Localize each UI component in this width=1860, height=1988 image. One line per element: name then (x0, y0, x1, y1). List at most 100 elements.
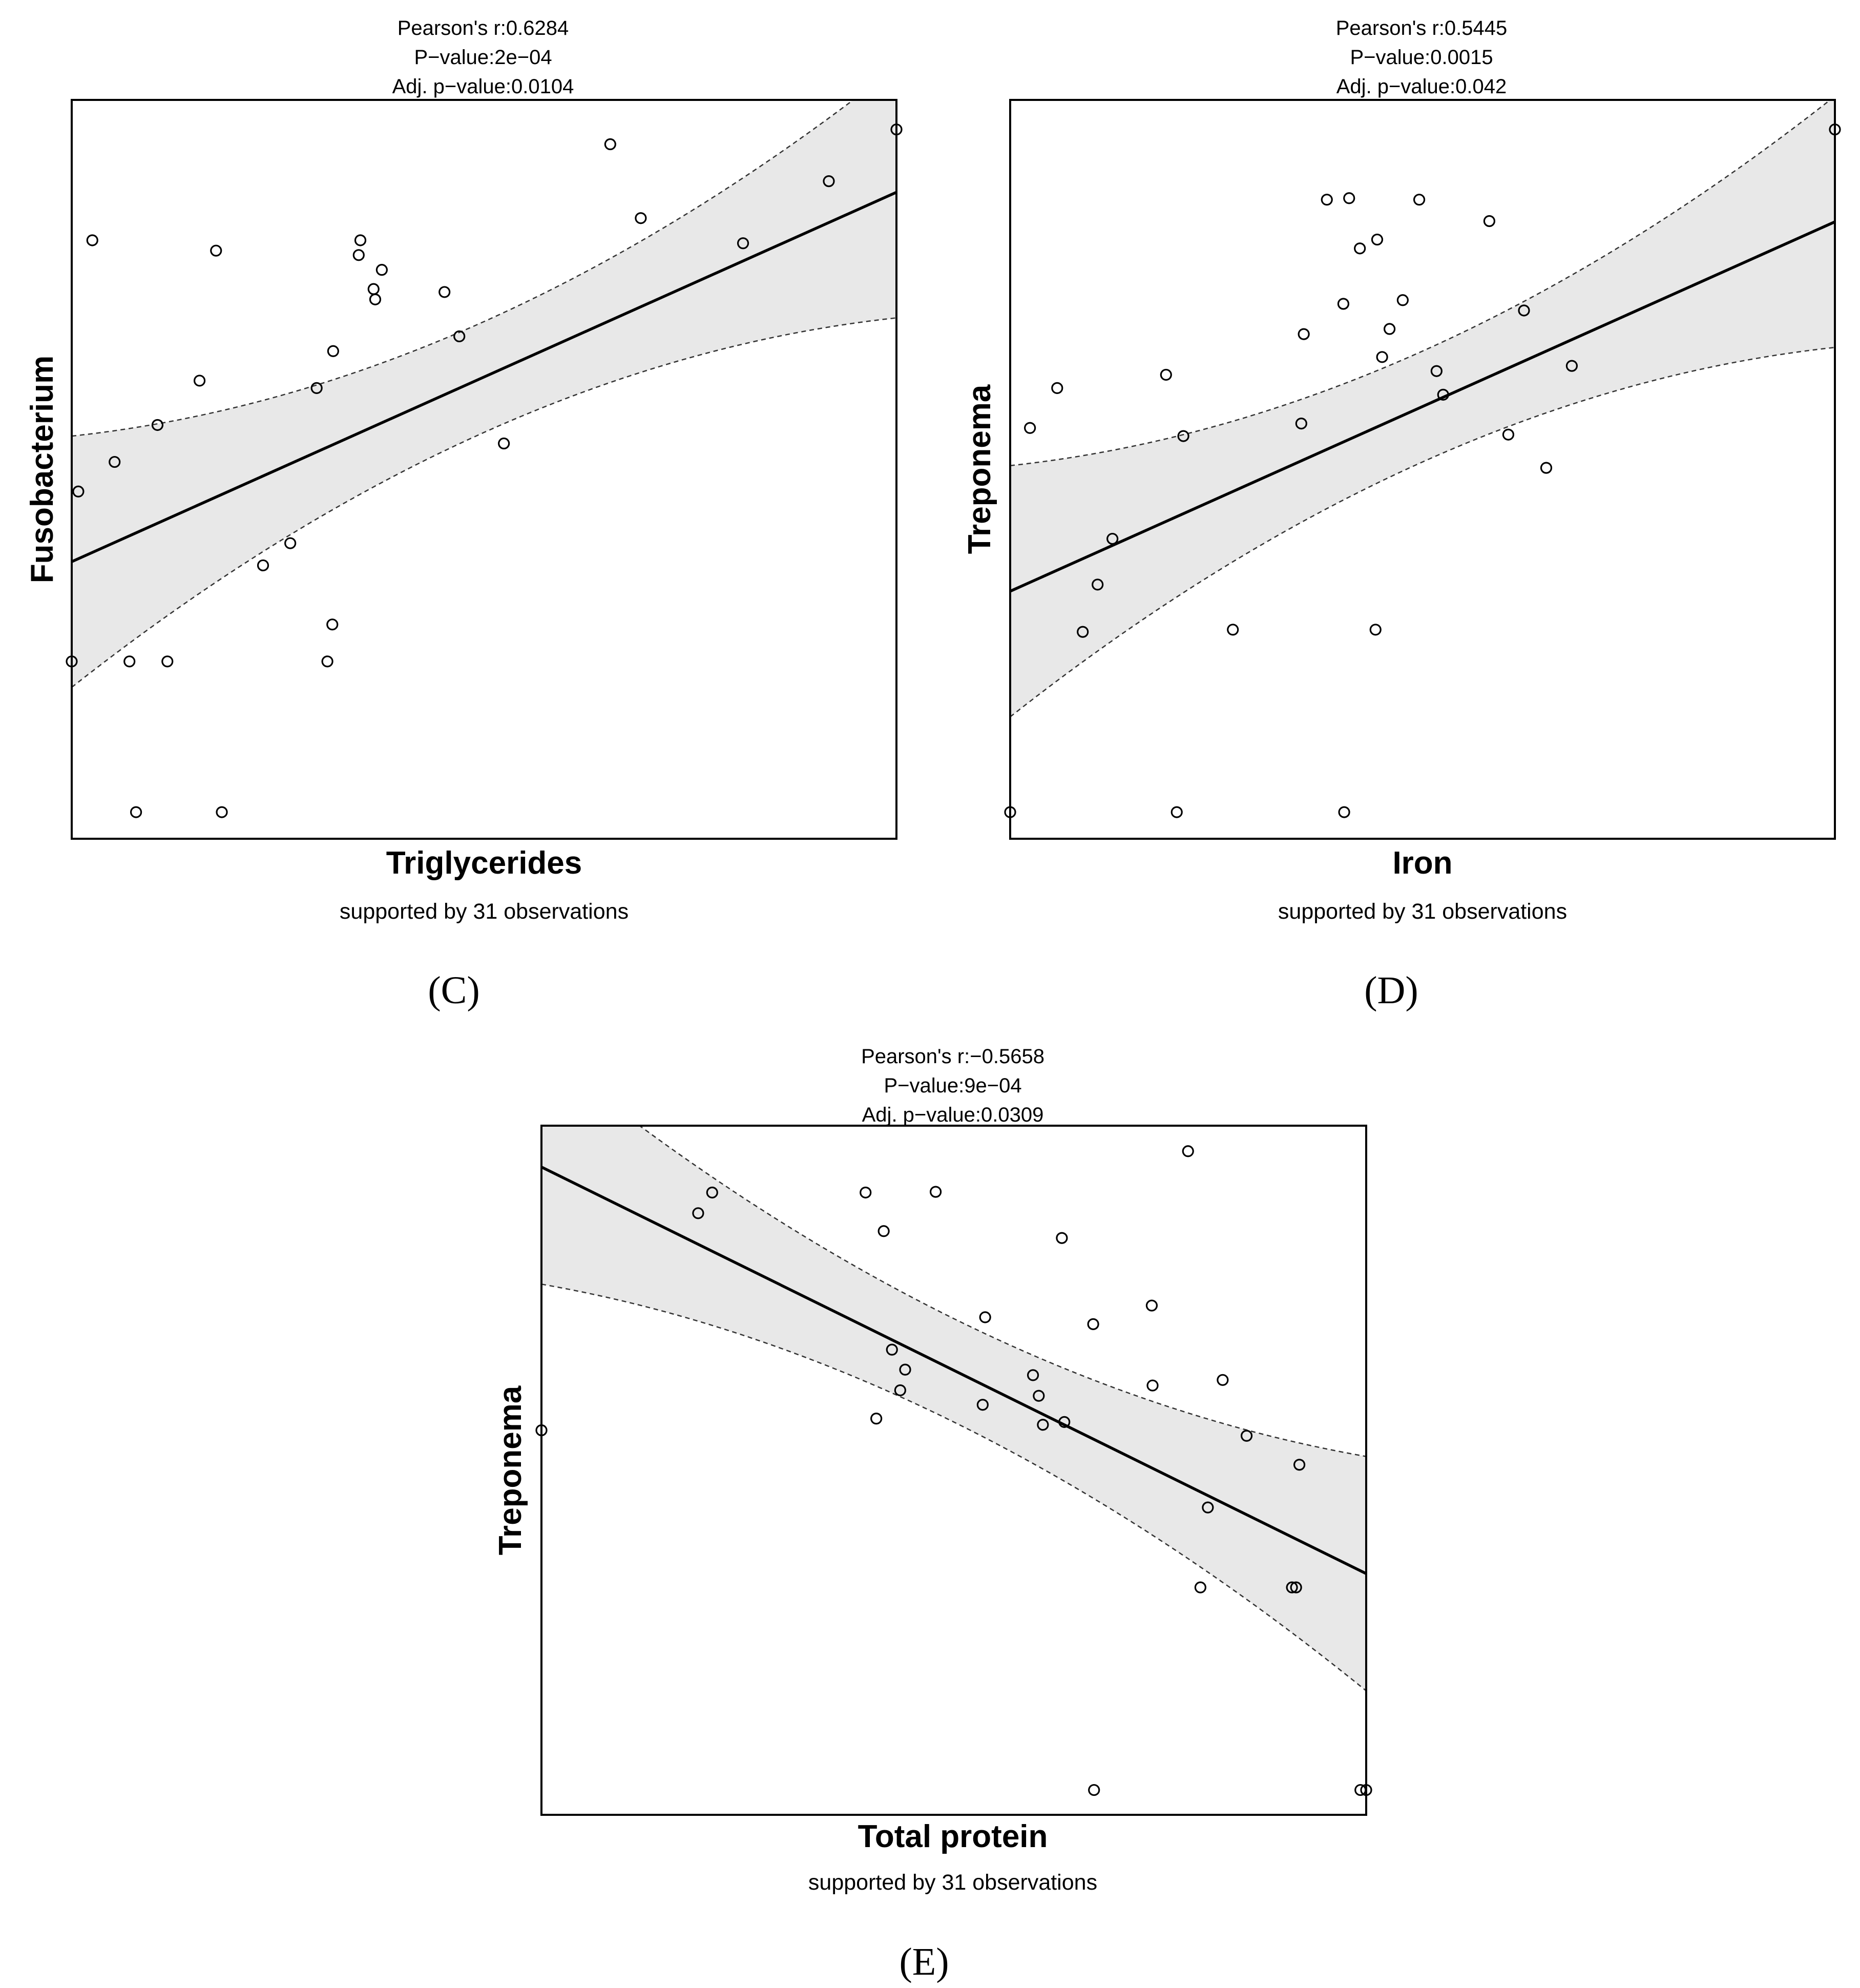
upper-confidence-line (638, 1126, 1366, 1457)
data-point (1194, 1581, 1206, 1593)
data-point (1369, 624, 1382, 636)
plot-frame (71, 99, 897, 840)
data-point (1092, 578, 1104, 591)
data-point (1384, 323, 1396, 335)
data-point (1106, 532, 1119, 545)
data-point (1437, 388, 1449, 401)
x-axis-label: Iron (1392, 845, 1452, 881)
data-point (257, 559, 269, 572)
data-point (737, 237, 749, 250)
plot-area (66, 99, 903, 840)
data-point (1286, 1581, 1298, 1593)
pearson-r-stat: Pearson's r:0.6284 (398, 17, 569, 39)
data-point (1371, 233, 1384, 246)
adj-p-value-stat: Adj. p−value:0.0104 (392, 75, 574, 98)
data-point (369, 293, 382, 305)
x-axis-label: Total protein (858, 1819, 1048, 1854)
data-point (604, 138, 616, 151)
data-point (284, 537, 297, 549)
data-point (1293, 1459, 1306, 1471)
data-point (109, 455, 121, 468)
data-point (1146, 1379, 1159, 1392)
data-point (1413, 194, 1426, 206)
scatter-panel-d: Pearson's r:0.5445 P−value:0.0015 Adj. p… (962, 17, 1841, 1012)
observations-note: supported by 31 observations (340, 899, 629, 924)
lower-confidence-line (72, 317, 896, 688)
data-point (216, 806, 228, 818)
data-point (860, 1186, 872, 1199)
data-point (1502, 428, 1515, 441)
data-point (453, 330, 466, 343)
adj-p-value-stat: Adj. p−value:0.042 (1336, 75, 1507, 98)
data-point (326, 618, 339, 631)
confidence-band (1010, 100, 1835, 717)
data-point (1077, 626, 1089, 638)
data-point (1145, 1299, 1158, 1312)
x-axis-label: Triglycerides (386, 845, 582, 881)
data-point (976, 1399, 989, 1411)
data-point (1343, 192, 1355, 204)
data-point (1240, 1430, 1253, 1442)
p-value-stat: P−value:0.0015 (1350, 46, 1493, 69)
data-point (894, 1384, 906, 1397)
data-point (1338, 806, 1350, 818)
observations-note: supported by 31 observations (1278, 899, 1567, 924)
data-point (1037, 1419, 1049, 1431)
upper-confidence-line (1010, 100, 1831, 467)
upper-confidence-line (72, 100, 854, 437)
data-point (1396, 294, 1409, 306)
regression-line (1010, 220, 1835, 593)
data-point (1024, 422, 1036, 434)
panel-label: (C) (428, 969, 479, 1012)
data-point (1058, 1416, 1071, 1428)
data-point (877, 1225, 890, 1237)
data-point (310, 382, 323, 394)
data-point (1540, 462, 1553, 474)
adj-p-value-stat: Adj. p−value:0.0309 (862, 1104, 1044, 1126)
data-point (354, 234, 367, 246)
regression-line (72, 191, 896, 563)
confidence-band (72, 100, 896, 688)
data-point (1087, 1318, 1099, 1330)
data-point (1321, 194, 1333, 206)
data-point (1354, 242, 1366, 255)
data-point (1227, 624, 1239, 636)
data-point (635, 212, 647, 224)
data-point (886, 1343, 898, 1356)
lower-confidence-line (541, 1283, 1366, 1691)
data-point (1430, 365, 1443, 377)
data-point (327, 345, 339, 357)
data-point (367, 283, 380, 295)
p-value-stat: P−value:2e−04 (414, 46, 552, 69)
panel-label: (D) (1364, 969, 1418, 1012)
data-point (706, 1186, 718, 1199)
data-point (692, 1207, 704, 1219)
data-point (1290, 1581, 1302, 1593)
p-value-stat: P−value:9e−04 (884, 1074, 1021, 1097)
data-point (1565, 360, 1578, 372)
data-point (352, 249, 365, 261)
pearson-r-stat: Pearson's r:0.5445 (1336, 17, 1508, 39)
pearson-r-stat: Pearson's r:−0.5658 (861, 1045, 1044, 1068)
regression-line (541, 1166, 1366, 1575)
plot-area (1004, 99, 1841, 840)
confidence-band (541, 1126, 1366, 1691)
data-point (1182, 1145, 1194, 1157)
scatter-panel-e: Pearson's r:−0.5658 P−value:9e−04 Adj. p… (493, 1045, 1372, 1983)
data-point (438, 286, 451, 298)
data-point (1056, 1232, 1068, 1244)
data-point (321, 655, 333, 668)
data-point (498, 437, 510, 450)
data-point (1483, 215, 1496, 227)
data-point (1033, 1390, 1045, 1402)
data-point (1217, 1374, 1229, 1386)
scatter-panel-c: Pearson's r:0.6284 P−value:2e−04 Adj. p−… (25, 17, 903, 1012)
data-point (823, 175, 835, 188)
data-point (1295, 417, 1307, 430)
data-point (929, 1186, 942, 1198)
data-point (1298, 328, 1310, 340)
data-point (899, 1363, 911, 1376)
data-point (1518, 304, 1530, 317)
data-point (870, 1413, 883, 1425)
data-point (979, 1311, 991, 1323)
